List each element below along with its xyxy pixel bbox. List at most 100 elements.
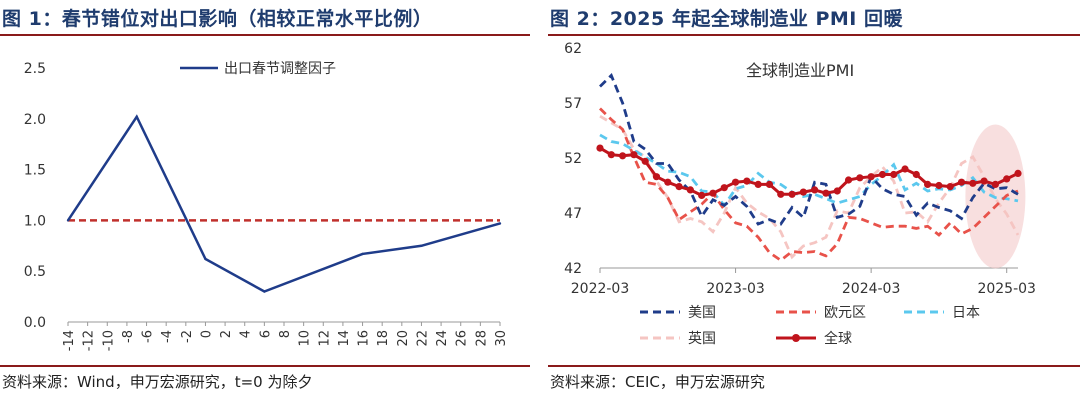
- global-pmi-point: [607, 151, 615, 159]
- x-tick-label: 8: [278, 330, 293, 338]
- global-pmi-point: [969, 179, 977, 187]
- x-tick-label: 24: [435, 330, 450, 347]
- y-tick-label: 2.0: [24, 112, 46, 128]
- x-tick-label: 14: [337, 330, 352, 347]
- x-tick-label: 20: [396, 330, 411, 347]
- y-tick-label: 0.0: [24, 315, 46, 331]
- global-pmi-point: [924, 180, 932, 188]
- data-point: [361, 252, 364, 256]
- x-tick-label: -14: [62, 330, 77, 351]
- global-pmi-point: [957, 178, 966, 186]
- series-line-美国: [599, 73, 1019, 226]
- data-point: [204, 257, 207, 261]
- global-pmi-point: [686, 186, 694, 194]
- global-pmi-point: [991, 180, 1000, 188]
- y-tick-label: 1.0: [24, 213, 46, 229]
- x-tick-label: 16: [357, 330, 372, 347]
- x-tick-label: 26: [455, 330, 470, 347]
- x-tick-label: 22: [415, 330, 430, 347]
- x-tick-label: -10: [101, 330, 116, 351]
- data-point: [498, 222, 502, 225]
- y-tick-label: 47: [564, 206, 582, 222]
- legend-label-全球: 全球: [824, 330, 852, 347]
- global-pmi-point: [980, 177, 988, 185]
- y-tick-label: 57: [564, 96, 582, 112]
- global-pmi-point: [743, 177, 751, 185]
- data-point: [263, 290, 266, 293]
- global-pmi-point: [618, 152, 627, 160]
- data-point: [135, 115, 138, 118]
- data-point: [420, 244, 423, 247]
- x-tick-label: 4: [239, 330, 254, 338]
- legend-label-欧元区: 欧元区: [824, 305, 866, 321]
- x-tick-label: -12: [82, 330, 97, 351]
- global-pmi-point: [946, 183, 954, 191]
- y-tick-label: 62: [564, 41, 582, 57]
- global-pmi-point: [777, 190, 785, 198]
- series-line-英国: [599, 114, 1020, 260]
- y-tick-label: 1.5: [24, 163, 46, 179]
- plot-title: 全球制造业PMI: [746, 61, 854, 80]
- data-point: [66, 219, 70, 222]
- x-tick-label: -6: [141, 330, 156, 343]
- global-pmi-point: [652, 173, 661, 181]
- y-tick-label: 42: [564, 261, 582, 277]
- global-pmi-point: [720, 184, 728, 192]
- x-tick-label: 12: [317, 330, 332, 347]
- x-tick-label: 2: [219, 330, 234, 338]
- x-tick-label: 10: [298, 330, 313, 347]
- legend-marker-全球: [792, 334, 800, 342]
- global-pmi-point: [844, 176, 853, 184]
- x-tick-label: -4: [160, 330, 175, 343]
- global-pmi-point: [811, 186, 819, 194]
- x-tick-label: 30: [494, 330, 509, 347]
- global-pmi-point: [822, 189, 830, 197]
- chart-panel-2: 图 2：2025 年起全球制造业 PMI 回暖 42 47 52 57 62 2022-0…: [548, 0, 1080, 402]
- global-pmi-point: [799, 188, 807, 196]
- x-tick-label: 2024-03: [842, 281, 901, 297]
- source-rule-2: [548, 365, 1080, 367]
- global-pmi-point: [754, 180, 762, 188]
- chart-title-1: 图 1：春节错位对出口影响（相较正常水平比例）: [2, 8, 433, 30]
- chart-2-plot: 42 47 52 57 62 2022-03 2023-03 2024-03 2025-03 全球…: [564, 41, 1036, 347]
- global-pmi-point: [630, 151, 638, 159]
- x-tick-label: 18: [376, 330, 391, 347]
- legend-label-英国: 英国: [688, 330, 716, 347]
- global-pmi-point: [765, 180, 774, 188]
- chart-panel-1: 图 1：春节错位对出口影响（相较正常水平比例） 0.0 0.5 1.0 1.5 2.0 2…: [0, 0, 530, 402]
- global-pmi-point: [901, 165, 909, 173]
- source-note-1: 资料来源：Wind，申万宏源研究，t=0 为除夕: [2, 373, 313, 391]
- x-tick-label: -8: [121, 330, 136, 343]
- y-tick-label: 0.5: [24, 264, 46, 280]
- global-pmi-point: [675, 183, 683, 191]
- series-line-欧元区: [599, 107, 1019, 263]
- x-tick-label: 2023-03: [706, 281, 765, 297]
- legend-label-美国: 美国: [688, 305, 716, 321]
- legend-label-日本: 日本: [952, 305, 980, 321]
- global-pmi-point: [664, 178, 672, 186]
- x-tick-label: 0: [199, 330, 214, 338]
- global-pmi-point: [912, 170, 920, 179]
- global-pmi-point: [596, 144, 604, 152]
- series-line-日本: [599, 133, 1019, 208]
- global-pmi-point: [856, 174, 864, 182]
- global-pmi-point: [890, 170, 898, 179]
- series-line-export-factor: [66, 114, 501, 293]
- x-tick-label: 28: [474, 330, 489, 347]
- legend-label-export-factor: 出口春节调整因子: [224, 61, 336, 77]
- x-tick-label: 2022-03: [571, 281, 630, 297]
- chart-title-2: 图 2：2025 年起全球制造业 PMI 回暖: [550, 8, 903, 30]
- y-tick-label: 2.5: [24, 61, 46, 77]
- global-pmi-point: [788, 190, 796, 198]
- title-rule-1: [0, 34, 530, 36]
- y-tick-label: 52: [564, 151, 582, 167]
- global-pmi-point: [709, 189, 717, 197]
- global-pmi-point: [641, 157, 649, 165]
- global-pmi-point: [935, 181, 943, 190]
- global-pmi-point: [878, 170, 887, 179]
- global-pmi-point: [867, 173, 875, 181]
- global-pmi-point: [698, 191, 706, 199]
- global-pmi-point: [1014, 169, 1022, 177]
- global-pmi-point: [1003, 175, 1011, 183]
- x-tick-label: -2: [180, 330, 195, 343]
